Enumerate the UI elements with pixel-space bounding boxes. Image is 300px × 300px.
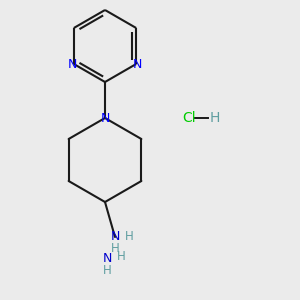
Text: N: N — [110, 230, 120, 244]
Text: N: N — [102, 251, 112, 265]
Text: H: H — [210, 111, 220, 125]
Text: H: H — [117, 250, 125, 262]
Text: Cl: Cl — [182, 111, 196, 125]
Text: H: H — [103, 263, 111, 277]
Text: N: N — [133, 58, 142, 70]
Text: H: H — [124, 230, 134, 242]
Text: N: N — [100, 112, 110, 124]
Text: H: H — [111, 242, 119, 256]
Text: N: N — [68, 58, 77, 70]
